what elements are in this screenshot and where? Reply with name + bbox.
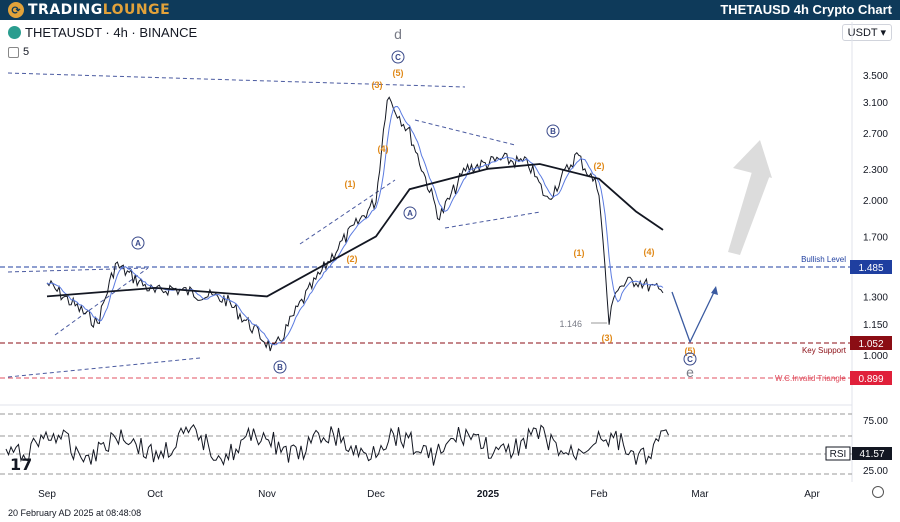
time-tick-label: Feb: [590, 489, 608, 500]
circled-label-A-mid: A: [403, 206, 417, 220]
rsi-value-tag: [852, 447, 892, 460]
time-tick-label: Mar: [691, 489, 709, 500]
invalid-triangle-label: W.C.Invalid Triangle: [775, 374, 847, 383]
bullish-level-tag: [850, 260, 892, 274]
rsi-tick-label: 25.00: [863, 466, 888, 477]
key-support-tag: [850, 336, 892, 350]
price-tick-label: 1.700: [863, 232, 888, 243]
wave-label-2-top: (2): [347, 254, 358, 264]
key-support-value: 1.052: [858, 339, 883, 350]
logo-text: TRADINGLOUNGE: [28, 2, 171, 18]
projection-arrowhead: [711, 286, 718, 295]
slow-ma-line: [46, 163, 664, 298]
circled-label-C-top: C: [391, 50, 405, 64]
wave-label-2-bottom: (2): [594, 161, 605, 171]
bullish-arrow-head: [733, 140, 772, 178]
wave-label-3-bottom: (3): [602, 333, 613, 343]
gear-icon[interactable]: [872, 486, 884, 498]
low-annotation: 1.146: [559, 319, 582, 329]
trend-lines: [7, 72, 541, 378]
rsi-axis: 75.00 25.00: [863, 416, 888, 477]
price-tick-label: 1.150: [863, 320, 888, 331]
indicator-toggle[interactable]: 5: [8, 46, 29, 58]
wave-label-e: e: [686, 364, 694, 380]
wave-label-3-top: (3): [372, 80, 383, 90]
tradinglounge-logo: ⟳ TRADINGLOUNGE: [8, 1, 170, 19]
price-tick-label: 1.000: [863, 351, 888, 362]
circled-label-B-right: B: [546, 124, 560, 138]
svg-text:A: A: [407, 209, 413, 218]
bullish-level-value: 1.485: [858, 263, 883, 274]
rsi-value: 41.57: [859, 449, 884, 460]
wave-label-4-top: (4): [378, 144, 389, 154]
header-banner: ⟳ TRADINGLOUNGE THETAUSD 4h Crypto Chart: [0, 0, 900, 20]
rsi-line: [5, 424, 669, 467]
wave-label-d: d: [394, 26, 402, 42]
circled-label-C-bottom: C: [683, 352, 697, 366]
rsi-label-box: [825, 446, 851, 461]
chevron-icon: [8, 46, 19, 58]
bullish-level-label: Bullish Level: [801, 255, 846, 264]
time-tick-label: 2025: [477, 489, 500, 500]
tradingview-watermark: 17: [10, 455, 33, 474]
wave-label-1-top: (1): [345, 179, 356, 189]
svg-text:B: B: [550, 127, 556, 136]
price-tick-label: 3.500: [863, 71, 888, 82]
rsi-label: RSI: [830, 449, 847, 460]
time-tick-label: Dec: [367, 489, 385, 500]
wave-label-1-bottom: (1): [574, 248, 585, 258]
symbol-text: THETAUSDT · 4h · BINANCE: [25, 25, 198, 40]
currency-select[interactable]: USDT ▾: [841, 24, 892, 41]
projection-path: [671, 287, 717, 344]
time-tick-label: Oct: [147, 489, 163, 500]
chart-title: THETAUSD 4h Crypto Chart: [720, 2, 892, 17]
time-axis: Sep Oct Nov Dec 2025 Feb Mar Apr: [38, 489, 820, 500]
svg-text:A: A: [135, 239, 141, 248]
wave-label-4-bottom: (4): [644, 247, 655, 257]
key-support-label: Key Support: [802, 346, 847, 355]
wave-label-5-top: (5): [393, 68, 404, 78]
svg-text:C: C: [687, 355, 693, 364]
price-series-line: [46, 96, 664, 352]
price-tick-label: 2.300: [863, 165, 888, 176]
svg-text:C: C: [395, 53, 401, 62]
price-layer: [46, 96, 664, 352]
price-tick-label: 3.100: [863, 98, 888, 109]
rsi-bands: [0, 413, 852, 475]
logo-icon: ⟳: [8, 2, 24, 18]
invalid-triangle-value: 0.899: [858, 374, 883, 385]
price-tick-label: 2.700: [863, 129, 888, 140]
rsi-tick-label: 75.00: [863, 416, 888, 427]
rsi-layer: [5, 424, 669, 467]
svg-text:B: B: [277, 363, 283, 372]
indicator-count: 5: [23, 46, 30, 58]
fast-ma-line: [46, 105, 664, 346]
time-tick-label: Nov: [258, 489, 276, 500]
currency-label: USDT: [847, 27, 878, 39]
circled-label-B-left: B: [273, 360, 287, 374]
coin-icon: [8, 26, 21, 39]
symbol-info[interactable]: THETAUSDT · 4h · BINANCE: [8, 25, 197, 40]
time-tick-label: Apr: [804, 489, 820, 500]
wave-label-5-bottom: (5): [685, 346, 696, 356]
footer-date: 20 February AD 2025 at 08:48:08: [8, 508, 142, 518]
invalid-triangle-tag: [850, 371, 892, 385]
circled-label-A-left: A: [131, 236, 145, 250]
price-tick-label: 2.000: [863, 196, 888, 207]
price-axis: 3.500 3.100 2.700 2.300 2.000 1.700 1.300 1.150…: [863, 71, 888, 362]
time-tick-label: Sep: [38, 489, 56, 500]
price-tick-label: 1.300: [863, 292, 888, 303]
